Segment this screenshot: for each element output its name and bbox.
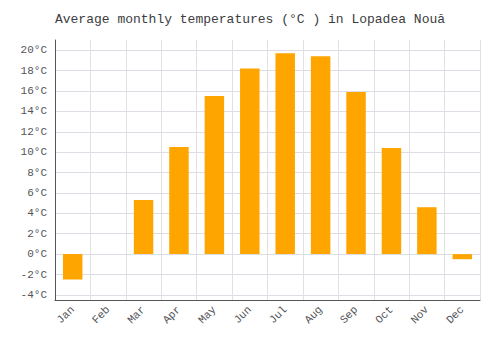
svg-text:Aug: Aug [302,304,324,326]
svg-text:Mar: Mar [125,304,147,326]
svg-text:10°C: 10°C [21,146,48,158]
svg-text:Oct: Oct [373,304,395,326]
svg-text:4°C: 4°C [27,207,47,219]
svg-text:8°C: 8°C [27,167,47,179]
svg-text:6°C: 6°C [27,187,47,199]
svg-text:18°C: 18°C [21,65,48,77]
svg-text:0°C: 0°C [27,248,47,260]
svg-text:Jan: Jan [54,304,76,326]
svg-text:May: May [196,303,219,326]
svg-text:16°C: 16°C [21,85,48,97]
svg-text:14°C: 14°C [21,105,48,117]
svg-text:Jul: Jul [267,304,289,326]
svg-text:Jun: Jun [232,304,254,326]
svg-text:Feb: Feb [90,304,112,326]
svg-text:-4°C: -4°C [21,289,48,301]
svg-text:Nov: Nov [409,303,432,326]
svg-text:Average monthly temperatures (: Average monthly temperatures (°C ) in Lo… [55,12,445,27]
svg-text:Sep: Sep [338,304,360,326]
svg-text:12°C: 12°C [21,126,48,138]
svg-text:Dec: Dec [444,304,466,326]
svg-text:2°C: 2°C [27,228,47,240]
svg-text:20°C: 20°C [21,44,48,56]
svg-text:Apr: Apr [161,304,183,326]
svg-text:-2°C: -2°C [21,269,48,281]
